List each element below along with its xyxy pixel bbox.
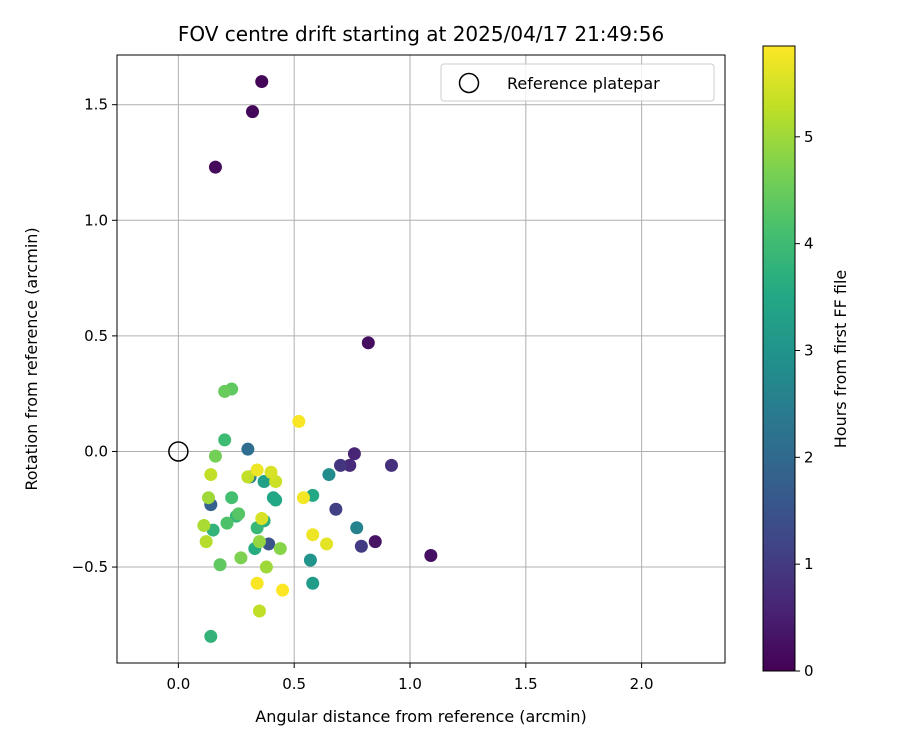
- colorbar-label: Hours from first FF file: [831, 270, 850, 449]
- y-tick-label: 1.0: [84, 211, 108, 229]
- data-point: [296, 491, 310, 505]
- data-point: [259, 560, 273, 574]
- data-point: [361, 336, 375, 350]
- x-tick-label: 0.0: [166, 675, 190, 693]
- data-point: [368, 535, 382, 549]
- data-point: [218, 433, 232, 447]
- x-axis-label: Angular distance from reference (arcmin): [255, 707, 586, 726]
- data-point: [350, 521, 364, 535]
- data-point: [303, 553, 317, 567]
- data-point: [245, 105, 259, 119]
- reference-platepar-marker: [168, 441, 189, 462]
- x-tick-label: 2.0: [630, 675, 654, 693]
- data-point: [241, 442, 255, 456]
- x-tick-label: 0.5: [282, 675, 306, 693]
- data-point: [204, 629, 218, 643]
- y-tick-label: 0.0: [84, 442, 108, 460]
- y-tick-label: −0.5: [72, 558, 108, 576]
- data-point: [252, 604, 266, 618]
- data-point: [208, 449, 222, 463]
- y-axis-label: Rotation from reference (arcmin): [22, 227, 41, 490]
- legend-entry-reference: Reference platepar: [507, 74, 660, 93]
- data-point: [220, 516, 234, 530]
- data-point: [343, 458, 357, 472]
- colorbar-tick-label: 1: [804, 555, 814, 573]
- data-point: [204, 468, 218, 482]
- plot-area: 0.0 0.5 1.0 1.5 2.0 −0.5 0.0 0.5 1.0 1.5: [72, 54, 726, 693]
- data-points: [197, 75, 438, 643]
- data-point: [292, 414, 306, 428]
- colorbar-tick-label: 4: [804, 235, 814, 253]
- chart-title: FOV centre drift starting at 2025/04/17 …: [178, 22, 664, 46]
- colorbar: 0 1 2 3 4 5 Hours from first FF file: [762, 45, 850, 680]
- data-point: [225, 491, 239, 505]
- data-point: [347, 447, 361, 461]
- colorbar-frame: [762, 45, 796, 672]
- data-point: [306, 576, 320, 590]
- legend: Reference platepar: [440, 63, 715, 102]
- x-axis-ticks: 0.0 0.5 1.0 1.5 2.0: [166, 663, 654, 693]
- data-point: [264, 465, 278, 479]
- data-point: [232, 507, 246, 521]
- data-point: [201, 491, 215, 505]
- data-point: [424, 549, 438, 563]
- data-point: [384, 458, 398, 472]
- x-tick-label: 1.5: [514, 675, 538, 693]
- data-point: [213, 558, 227, 572]
- data-point: [329, 502, 343, 516]
- data-point: [273, 542, 287, 556]
- data-point: [322, 468, 336, 482]
- data-point: [241, 470, 255, 484]
- data-point: [208, 160, 222, 174]
- legend-box: [440, 63, 715, 102]
- data-point: [354, 539, 368, 553]
- data-point: [269, 493, 283, 507]
- y-tick-label: 0.5: [84, 327, 108, 345]
- data-point: [250, 576, 264, 590]
- x-tick-label: 1.0: [398, 675, 422, 693]
- colorbar-tick-label: 0: [804, 662, 814, 680]
- data-point: [276, 583, 290, 597]
- data-point: [234, 551, 248, 565]
- colorbar-ticks: 0 1 2 3 4 5: [795, 128, 814, 680]
- data-point: [252, 535, 266, 549]
- data-point: [255, 512, 269, 526]
- data-point: [197, 518, 211, 532]
- data-point: [334, 458, 348, 472]
- data-point: [218, 384, 232, 398]
- data-point: [199, 535, 213, 549]
- data-point: [320, 537, 334, 551]
- data-point: [250, 463, 264, 477]
- grid-lines: [117, 55, 725, 663]
- reference-layer: [168, 441, 189, 462]
- colorbar-tick-label: 2: [804, 448, 814, 466]
- data-point: [257, 475, 271, 489]
- data-point: [255, 75, 269, 89]
- data-point: [306, 528, 320, 542]
- y-axis-ticks: −0.5 0.0 0.5 1.0 1.5: [72, 96, 117, 576]
- colorbar-tick-label: 3: [804, 341, 814, 359]
- y-tick-label: 1.5: [84, 96, 108, 114]
- colorbar-tick-label: 5: [804, 128, 814, 146]
- plot-frame: [116, 54, 726, 664]
- colorbar-gradient: [763, 46, 795, 671]
- legend-reference-marker-icon: [458, 72, 480, 94]
